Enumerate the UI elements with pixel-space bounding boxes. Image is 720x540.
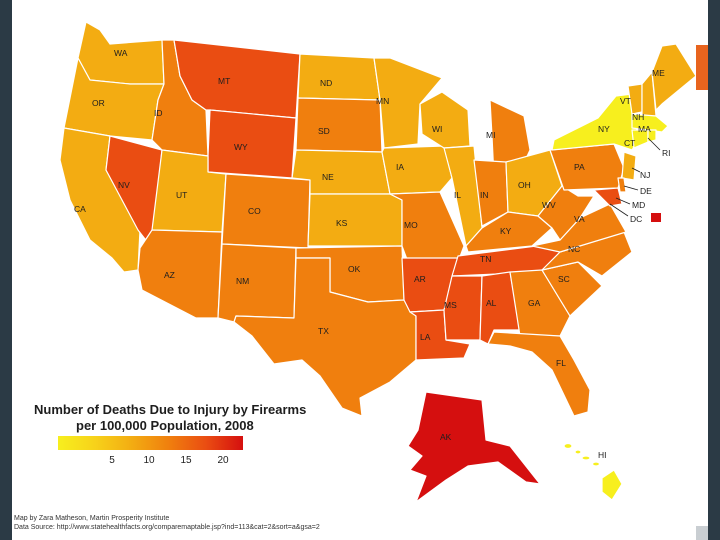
state-nj[interactable] bbox=[621, 151, 637, 181]
label-tn: TN bbox=[480, 254, 491, 264]
label-tx: TX bbox=[318, 326, 329, 336]
legend-title-line2: per 100,000 Population, 2008 bbox=[76, 418, 254, 433]
label-ok: OK bbox=[348, 264, 361, 274]
state-wy[interactable] bbox=[207, 109, 297, 179]
label-oh: OH bbox=[518, 180, 531, 190]
label-ne: NE bbox=[322, 172, 334, 182]
label-ri: RI bbox=[662, 148, 671, 158]
credit-author: Map by Zara Matheson, Martin Prosperity … bbox=[14, 515, 170, 522]
state-nv[interactable] bbox=[105, 135, 163, 249]
label-nm: NM bbox=[236, 276, 249, 286]
state-ga[interactable] bbox=[509, 269, 571, 337]
corner-mark bbox=[696, 526, 708, 540]
label-dc: DC bbox=[630, 214, 642, 224]
label-ut: UT bbox=[176, 190, 187, 200]
label-nv: NV bbox=[118, 180, 130, 190]
label-co: CO bbox=[248, 206, 261, 216]
label-wi: WI bbox=[432, 124, 442, 134]
map-frame: WA OR CA ID NV MT WY UT AZ CO NM ND SD N… bbox=[12, 0, 708, 540]
label-ar: AR bbox=[414, 274, 426, 284]
credit-source: Data Source: http://www.statehealthfacts… bbox=[14, 524, 320, 531]
label-nj: NJ bbox=[640, 170, 650, 180]
label-me: ME bbox=[652, 68, 665, 78]
legend-tick-10: 10 bbox=[143, 455, 155, 466]
label-ak: AK bbox=[440, 432, 452, 442]
label-pa: PA bbox=[574, 162, 585, 172]
label-ga: GA bbox=[528, 298, 541, 308]
label-ma: MA bbox=[638, 124, 651, 134]
label-il: IL bbox=[454, 190, 461, 200]
label-ks: KS bbox=[336, 218, 348, 228]
label-az: AZ bbox=[164, 270, 175, 280]
label-al: AL bbox=[486, 298, 497, 308]
accent-bar bbox=[696, 45, 708, 90]
legend-tick-5: 5 bbox=[109, 455, 115, 466]
legend-color-scale bbox=[58, 436, 243, 450]
state-hi[interactable] bbox=[563, 442, 623, 501]
label-md: MD bbox=[632, 200, 645, 210]
label-mo: MO bbox=[404, 220, 418, 230]
label-ca: CA bbox=[74, 204, 86, 214]
state-de[interactable] bbox=[617, 177, 627, 193]
state-nd[interactable] bbox=[297, 53, 381, 101]
label-vt: VT bbox=[620, 96, 631, 106]
label-sd: SD bbox=[318, 126, 330, 136]
state-az[interactable] bbox=[137, 229, 223, 319]
dc-marker bbox=[651, 213, 661, 222]
state-ak[interactable] bbox=[407, 391, 541, 503]
label-wv: WV bbox=[542, 200, 556, 210]
state-ks[interactable] bbox=[307, 193, 403, 247]
state-co[interactable] bbox=[221, 173, 311, 249]
callout-lines bbox=[609, 137, 661, 217]
legend-title: Number of Deaths Due to Injury by Firear… bbox=[34, 402, 354, 434]
label-nd: ND bbox=[320, 78, 332, 88]
label-sc: SC bbox=[558, 274, 570, 284]
label-ky: KY bbox=[500, 226, 512, 236]
label-va: VA bbox=[574, 214, 585, 224]
label-ny: NY bbox=[598, 124, 610, 134]
state-pa[interactable] bbox=[549, 143, 625, 191]
map-credits: Map by Zara Matheson, Martin Prosperity … bbox=[14, 514, 320, 532]
label-mt: MT bbox=[218, 76, 230, 86]
state-fl[interactable] bbox=[487, 331, 591, 417]
state-tx[interactable] bbox=[233, 257, 417, 417]
state-wi[interactable] bbox=[419, 91, 471, 149]
us-map: WA OR CA ID NV MT WY UT AZ CO NM ND SD N… bbox=[59, 21, 697, 503]
label-in: IN bbox=[480, 190, 489, 200]
label-ia: IA bbox=[396, 162, 404, 172]
label-wy: WY bbox=[234, 142, 248, 152]
label-nh: NH bbox=[632, 112, 644, 122]
state-md[interactable] bbox=[593, 187, 623, 207]
label-ct: CT bbox=[624, 138, 635, 148]
label-nc: NC bbox=[568, 244, 580, 254]
label-ms: MS bbox=[444, 300, 457, 310]
state-ia[interactable] bbox=[381, 145, 453, 195]
label-id: ID bbox=[154, 108, 163, 118]
label-fl: FL bbox=[556, 358, 566, 368]
state-ma[interactable] bbox=[631, 113, 669, 133]
state-sd[interactable] bbox=[295, 97, 383, 153]
label-hi: HI bbox=[598, 450, 607, 460]
label-mi: MI bbox=[486, 130, 495, 140]
label-la: LA bbox=[420, 332, 431, 342]
label-wa: WA bbox=[114, 48, 128, 58]
legend-title-line1: Number of Deaths Due to Injury by Firear… bbox=[34, 402, 307, 417]
legend-tick-15: 15 bbox=[180, 455, 192, 466]
state-nm[interactable] bbox=[217, 243, 297, 323]
label-or: OR bbox=[92, 98, 105, 108]
label-de: DE bbox=[640, 186, 652, 196]
legend-tick-20: 20 bbox=[217, 455, 229, 466]
label-mn: MN bbox=[376, 96, 389, 106]
